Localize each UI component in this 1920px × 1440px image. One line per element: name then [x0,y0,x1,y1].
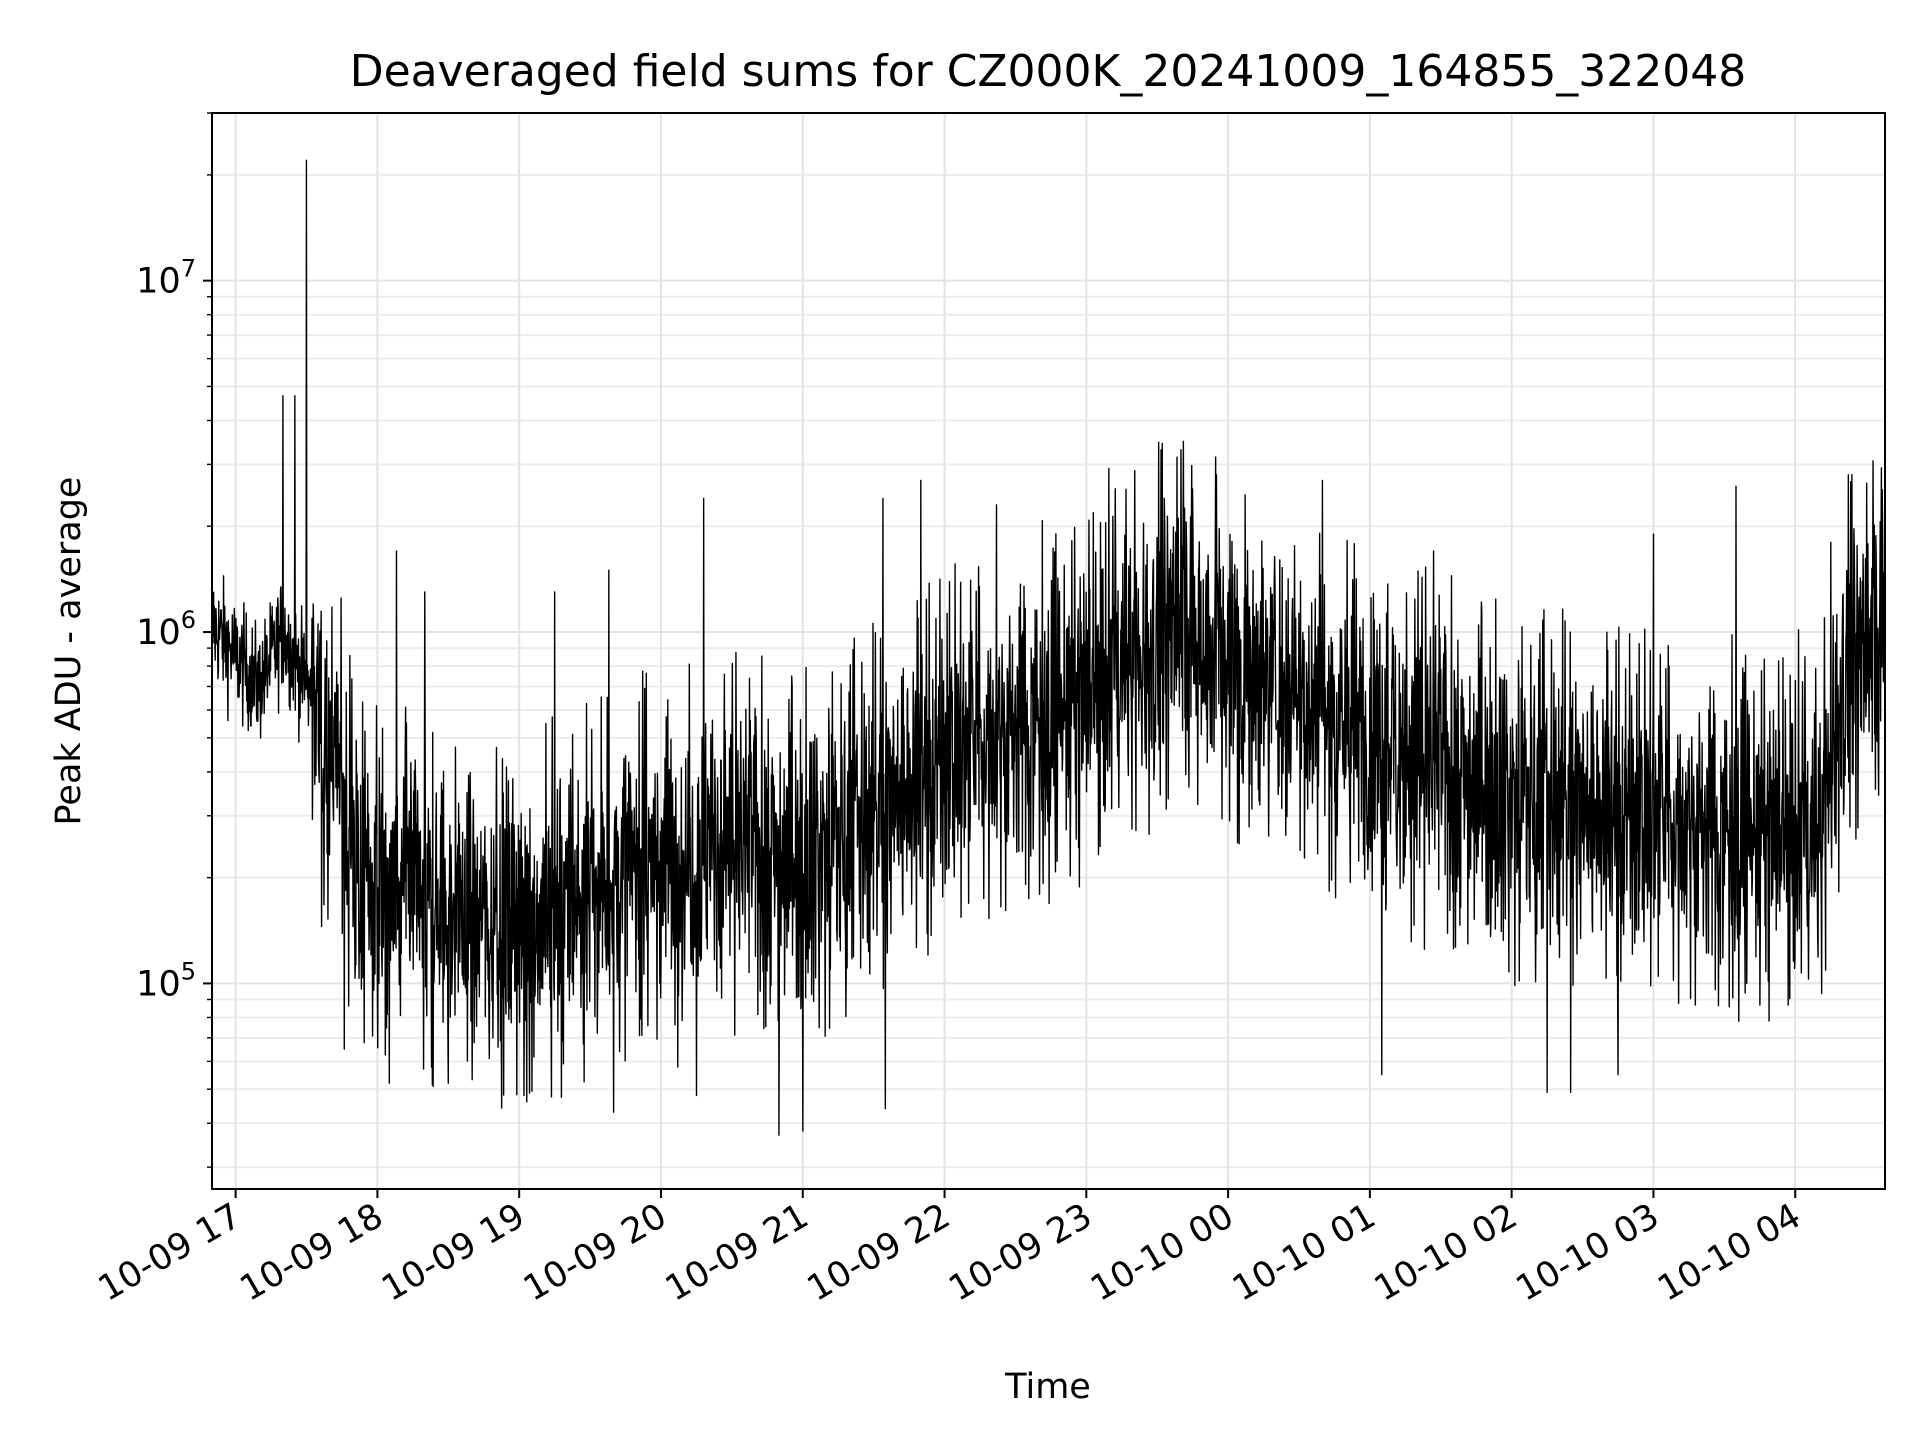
data-series-line [211,159,1886,1136]
x-tick-label: 10-09 18 [234,1196,390,1309]
chart-title: Deaveraged field sums for CZ000K_2024100… [350,46,1747,97]
ticks [203,112,1797,1198]
x-tick-label: 10-09 21 [659,1196,815,1309]
x-tick-label: 10-10 04 [1651,1196,1807,1309]
x-tick-label: 10-10 02 [1368,1196,1524,1309]
y-tick-label: 105 [136,957,196,1004]
x-tick-label: 10-10 01 [1226,1196,1382,1309]
x-tick-label: 10-09 19 [375,1196,531,1309]
y-tick-label: 107 [136,255,196,302]
x-tick-label: 10-09 17 [92,1196,248,1309]
x-tick-label: 10-09 23 [943,1196,1099,1309]
x-tick-label: 10-09 22 [801,1196,957,1309]
y-tick-label: 106 [136,606,196,653]
x-tick-label: 10-10 00 [1084,1196,1240,1309]
x-tick-label: 10-10 03 [1510,1196,1666,1309]
y-axis-label: Peak ADU - average [49,477,89,826]
series-layer [211,159,1886,1136]
plot-frame [211,112,1886,1190]
x-tick-label: 10-09 20 [517,1196,673,1309]
x-axis-label: Time [1004,1367,1091,1407]
